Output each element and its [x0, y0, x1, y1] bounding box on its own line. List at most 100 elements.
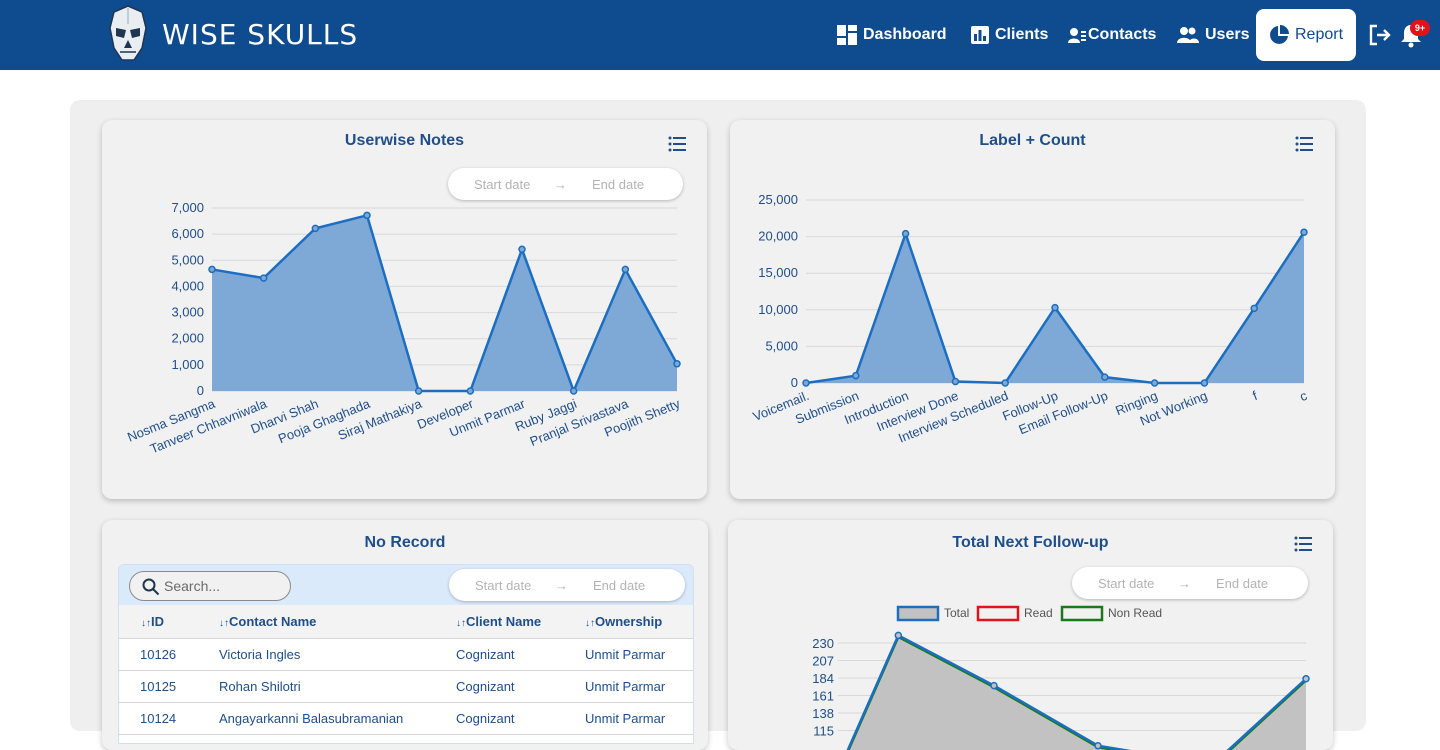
- table-row[interactable]: 10124 Angayarkanni Balasubramanian Cogni…: [119, 703, 693, 735]
- pie-chart-icon: [1270, 25, 1289, 44]
- series-line: [846, 633, 1307, 750]
- nav-contacts[interactable]: Contacts: [1068, 20, 1156, 50]
- series-line: [211, 213, 679, 395]
- y-tick-label: 138: [812, 706, 834, 721]
- list-menu-icon[interactable]: [1295, 136, 1313, 152]
- y-tick-label: 0: [791, 375, 798, 390]
- followup-date-range[interactable]: Start date → End date: [1072, 567, 1308, 599]
- cell-client-name: Cognizant: [456, 711, 515, 726]
- data-point: [363, 211, 371, 220]
- label-count-title: Label + Count: [979, 132, 1086, 149]
- search-box[interactable]: [129, 571, 291, 601]
- cell-contact-name: Victoria Ingles: [219, 647, 301, 662]
- start-date-input[interactable]: Start date: [1098, 575, 1155, 591]
- no-record-title: No Record: [364, 534, 446, 551]
- data-point: [951, 377, 960, 386]
- y-tick-label: 6,000: [171, 226, 204, 241]
- table-row[interactable]: 10125 Rohan Shilotri Cognizant Unmit Par…: [119, 671, 693, 703]
- cell-ownership: Unmit Parmar: [585, 647, 666, 662]
- users-icon: [1177, 27, 1199, 43]
- data-point: [901, 229, 910, 238]
- end-date-input[interactable]: End date: [1216, 575, 1269, 591]
- y-tick-label: 4,000: [171, 278, 204, 293]
- userwise-notes-chart: 01,0002,0003,0004,0005,0006,0007,000Nosm…: [125, 200, 683, 456]
- start-date-input[interactable]: Start date: [475, 577, 532, 593]
- data-point: [673, 360, 681, 368]
- nav-report-label: Report: [1294, 26, 1344, 43]
- userwise-date-range[interactable]: Start date → End date: [448, 168, 683, 200]
- cell-contact-name: Angayarkanni Balasubramanian: [219, 711, 404, 726]
- data-point: [1001, 379, 1009, 387]
- column-header-ownership[interactable]: ↓↑Ownership: [585, 614, 663, 629]
- data-point: [802, 379, 810, 387]
- bar-chart-icon: [971, 26, 989, 44]
- end-date-input[interactable]: End date: [593, 577, 646, 593]
- sort-icon[interactable]: ↓↑: [219, 618, 229, 629]
- date-arrow-icon: →: [1178, 575, 1191, 591]
- data-point: [894, 631, 903, 640]
- data-point: [852, 371, 860, 380]
- cell-client-name: Cognizant: [456, 647, 515, 662]
- list-menu-icon[interactable]: [668, 136, 686, 152]
- next-followup-title: Total Next Follow-up: [952, 534, 1109, 551]
- sort-icon[interactable]: ↓↑: [141, 618, 151, 629]
- table-date-range[interactable]: Start date → End date: [449, 569, 685, 601]
- data-point: [208, 265, 216, 274]
- nav-contacts-label: Contacts: [1088, 26, 1157, 43]
- nav-report[interactable]: Report: [1256, 9, 1356, 61]
- contacts-table: Start date → End date ↓↑ID ↓↑Contact Nam…: [118, 564, 694, 744]
- skull-logo-icon[interactable]: [108, 4, 148, 62]
- nav-clients-label: Clients: [995, 26, 1049, 43]
- cell-ownership: Unmit Parmar: [585, 711, 666, 726]
- next-followup-chart: 230 207 184 161 138 115 Total Read Non Read: [812, 605, 1310, 750]
- data-point: [621, 265, 630, 274]
- table-toolbar: Start date → End date: [119, 565, 693, 605]
- cell-id: 10125: [140, 679, 177, 694]
- next-followup-card: Total Next Follow-up Start date → End da…: [728, 520, 1333, 750]
- y-tick-label: 25,000: [758, 192, 798, 207]
- data-point: [259, 274, 268, 282]
- label-count-card: Label + Count 0 5,000 10,000 15,000 20,000 25…: [730, 120, 1335, 499]
- table-row[interactable]: 10126 Victoria Ingles Cognizant Unmit Pa…: [119, 639, 693, 671]
- cell-id: 10126: [140, 647, 177, 662]
- notification-badge: 9+: [1410, 20, 1430, 36]
- column-header-id[interactable]: ↓↑ID: [141, 614, 164, 629]
- nav-dashboard[interactable]: Dashboard: [837, 20, 947, 50]
- legend-swatch: [976, 605, 1020, 622]
- logout-icon[interactable]: [1367, 22, 1393, 48]
- list-menu-icon[interactable]: [1294, 536, 1312, 552]
- cell-client-name: Cognizant: [456, 679, 515, 694]
- data-point: [518, 245, 526, 254]
- sort-icon[interactable]: ↓↑: [585, 618, 595, 629]
- end-date-input[interactable]: End date: [592, 176, 645, 192]
- y-tick-label: 230: [812, 636, 834, 651]
- legend-label: Non Read: [1108, 606, 1162, 620]
- data-point: [1200, 379, 1209, 387]
- start-date-input[interactable]: Start date: [474, 176, 531, 192]
- y-tick-label: 207: [812, 654, 834, 669]
- data-point: [569, 387, 578, 395]
- y-tick-label: 15,000: [758, 265, 798, 280]
- nav-clients[interactable]: Clients: [971, 20, 1048, 50]
- cell-id: 10124: [140, 711, 177, 726]
- y-tick-label: 7,000: [171, 200, 204, 215]
- column-header-contact-name[interactable]: ↓↑Contact Name: [219, 614, 317, 629]
- data-point: [311, 224, 320, 233]
- y-tick-label: 115: [813, 724, 834, 739]
- contact-card-icon: [1068, 28, 1086, 43]
- sort-icon[interactable]: ↓↑: [456, 618, 466, 629]
- search-input[interactable]: [164, 578, 284, 594]
- no-record-card: No Record Start date → End date ↓↑ID ↓↑C…: [102, 520, 708, 750]
- data-point: [1250, 304, 1258, 313]
- y-tick-label: 5,000: [765, 338, 798, 353]
- data-point: [990, 681, 998, 690]
- area-fill: [212, 215, 677, 391]
- y-tick-label: 5,000: [171, 252, 204, 267]
- userwise-notes-card: Userwise Notes Start date → End date 0 1,…: [102, 120, 707, 499]
- y-tick-label: 1,000: [171, 357, 204, 372]
- x-tick-label: f: [1250, 388, 1259, 403]
- nav-users[interactable]: Users: [1177, 20, 1249, 50]
- x-tick-label: c: [1297, 388, 1309, 405]
- column-header-client-name[interactable]: ↓↑Client Name: [456, 614, 542, 629]
- search-icon: [142, 578, 160, 596]
